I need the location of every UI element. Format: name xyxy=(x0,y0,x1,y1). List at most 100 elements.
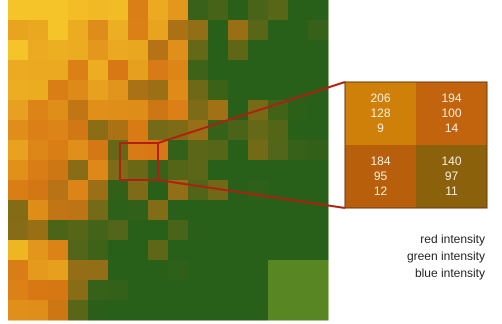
pixel xyxy=(168,40,189,61)
channel-value: 14 xyxy=(445,121,459,135)
pixel xyxy=(148,300,169,321)
pixel xyxy=(168,0,189,21)
pixel xyxy=(268,80,289,101)
pixel xyxy=(88,200,109,221)
figure: 20612891941001418495121409711 red intens… xyxy=(0,0,502,324)
channel-value: 140 xyxy=(441,154,461,168)
pixel xyxy=(48,40,69,61)
pixel xyxy=(88,240,109,261)
pixel xyxy=(68,40,89,61)
pixel xyxy=(208,80,229,101)
pixel xyxy=(128,60,149,81)
pixel xyxy=(168,140,189,161)
pixel xyxy=(148,120,169,141)
pixel xyxy=(268,120,289,141)
pixel xyxy=(308,20,329,41)
pixel xyxy=(48,140,69,161)
pixel xyxy=(68,60,89,81)
pixel xyxy=(88,120,109,141)
pixel xyxy=(168,80,189,101)
pixel xyxy=(88,160,109,181)
pixel xyxy=(288,120,309,141)
pixel xyxy=(288,160,309,181)
pixel xyxy=(248,140,269,161)
pixel xyxy=(188,60,209,81)
channel-value: 184 xyxy=(370,154,390,168)
pixel xyxy=(288,300,309,321)
pixel xyxy=(228,120,249,141)
pixel xyxy=(248,220,269,241)
pixel xyxy=(208,140,229,161)
pixel xyxy=(208,280,229,301)
pixel xyxy=(8,60,29,81)
pixel xyxy=(148,40,169,61)
pixel xyxy=(48,240,69,261)
pixel xyxy=(208,60,229,81)
pixel xyxy=(108,220,129,241)
page: 20612891941001418495121409711 red intens… xyxy=(0,0,502,324)
pixel xyxy=(208,0,229,21)
pixel xyxy=(48,220,69,241)
pixel xyxy=(268,300,289,321)
pixel xyxy=(68,160,89,181)
pixel xyxy=(308,60,329,81)
pixel xyxy=(148,220,169,241)
pixel xyxy=(148,240,169,261)
pixel xyxy=(168,100,189,121)
pixel xyxy=(308,300,329,321)
pixel xyxy=(288,60,309,81)
pixel xyxy=(248,260,269,281)
pixel xyxy=(308,0,329,21)
pixel xyxy=(268,200,289,221)
pixel xyxy=(88,40,109,61)
pixel xyxy=(248,80,269,101)
pixel xyxy=(308,240,329,261)
pixel xyxy=(268,260,289,281)
pixel xyxy=(288,0,309,21)
pixel xyxy=(228,40,249,61)
channel-value: 100 xyxy=(441,106,461,120)
pixel xyxy=(128,180,149,201)
pixel xyxy=(28,140,49,161)
pixel xyxy=(28,0,49,21)
pixel xyxy=(88,280,109,301)
pixel xyxy=(188,200,209,221)
pixel xyxy=(248,0,269,21)
pixel xyxy=(128,100,149,121)
pixel xyxy=(288,40,309,61)
pixel xyxy=(68,100,89,121)
pixel xyxy=(28,200,49,221)
pixel xyxy=(68,0,89,21)
pixel xyxy=(168,240,189,261)
pixel xyxy=(168,280,189,301)
pixel xyxy=(268,240,289,261)
pixel xyxy=(188,300,209,321)
pixel xyxy=(228,220,249,241)
pixel xyxy=(128,160,149,181)
pixel xyxy=(88,140,109,161)
pixel xyxy=(308,100,329,121)
pixel xyxy=(248,20,269,41)
pixel xyxy=(48,60,69,81)
pixel xyxy=(108,100,129,121)
pixel xyxy=(208,220,229,241)
pixel xyxy=(288,20,309,41)
channel-value: 206 xyxy=(370,91,390,105)
pixel xyxy=(208,240,229,261)
pixel xyxy=(48,300,69,321)
channel-value: 9 xyxy=(377,121,384,135)
legend-label: green intensity xyxy=(407,249,485,263)
pixel xyxy=(28,260,49,281)
pixel xyxy=(128,300,149,321)
pixel xyxy=(228,200,249,221)
pixel xyxy=(8,220,29,241)
pixel xyxy=(288,180,309,201)
pixel xyxy=(108,60,129,81)
pixel xyxy=(68,80,89,101)
pixel xyxy=(128,40,149,61)
pixel xyxy=(168,260,189,281)
legend-label: blue intensity xyxy=(415,266,485,280)
pixel xyxy=(268,40,289,61)
pixel xyxy=(228,300,249,321)
pixel xyxy=(308,260,329,281)
